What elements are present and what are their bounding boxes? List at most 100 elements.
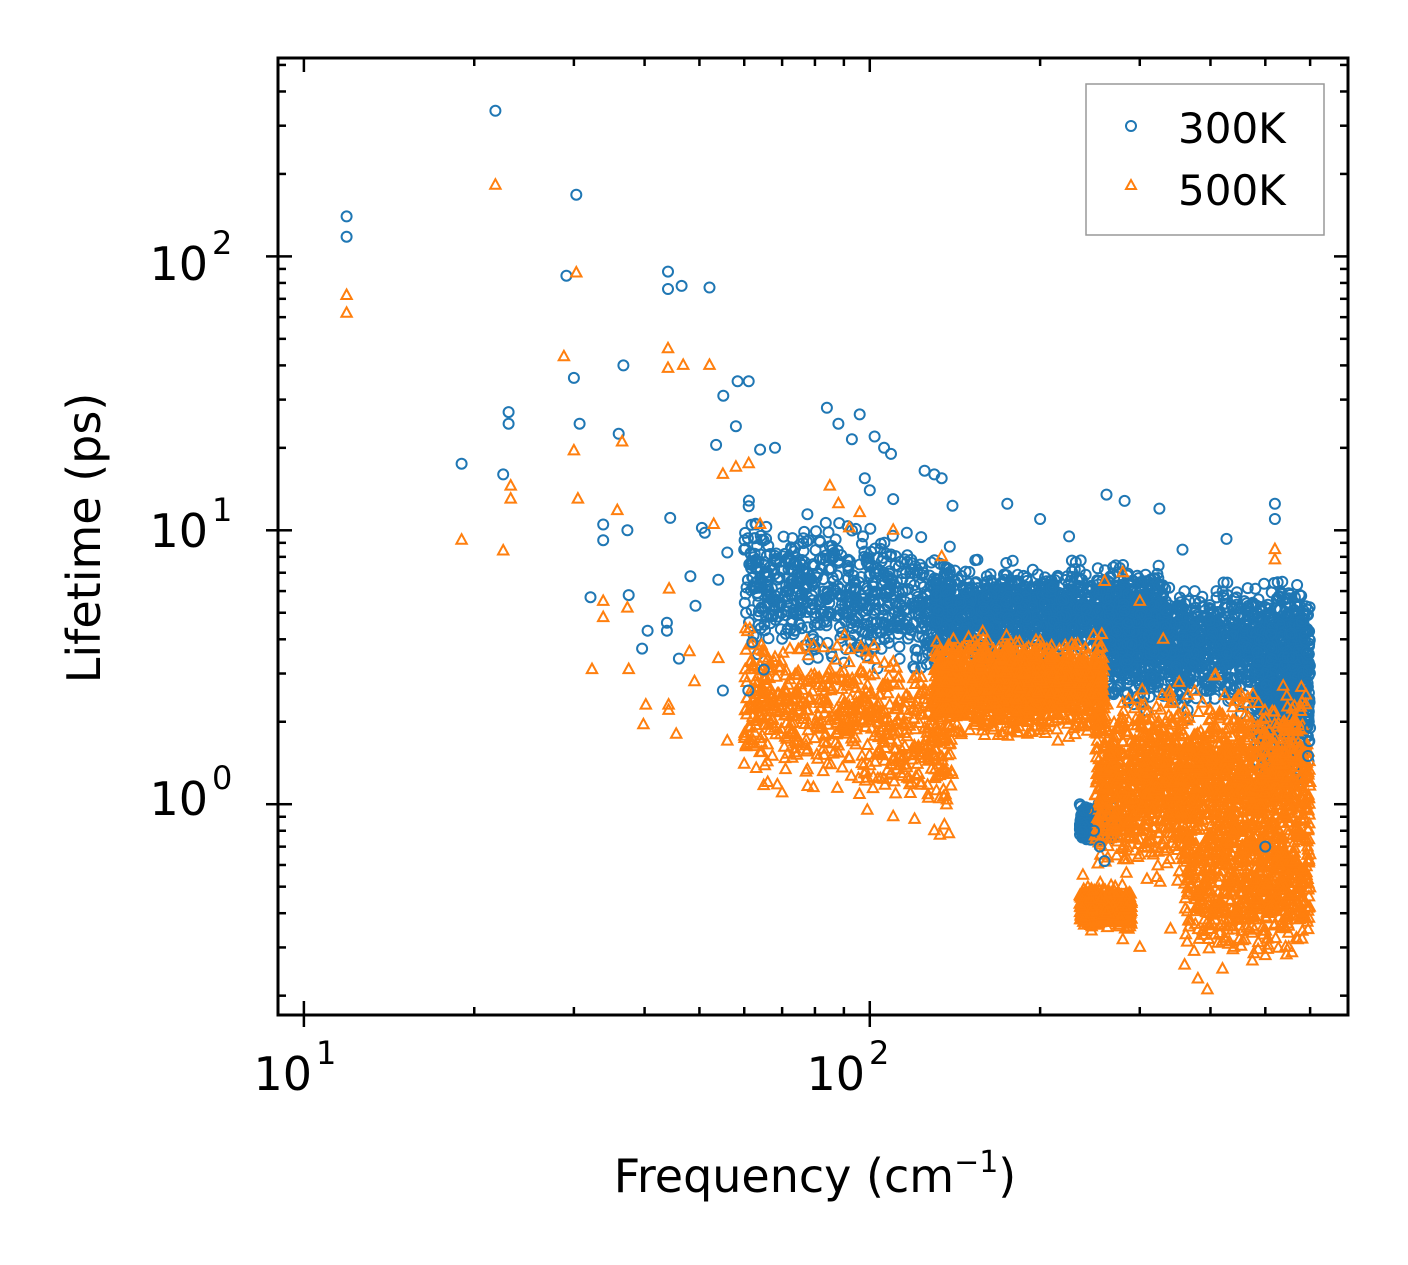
dense-point-300k — [894, 611, 907, 624]
dense-point-500k — [937, 816, 952, 830]
dense-point-300k — [748, 547, 761, 560]
dense-point-300k — [1006, 554, 1019, 567]
dense-point-500k — [830, 780, 845, 793]
dense-point-300k — [862, 628, 874, 641]
dense-point-300k — [801, 508, 814, 521]
dense-point-300k — [889, 581, 902, 594]
dense-point-300k — [828, 546, 841, 559]
dense-point-300k — [826, 544, 838, 557]
dense-point-300k — [809, 544, 822, 557]
dense-point-300k — [759, 566, 772, 578]
dense-point-300k — [775, 607, 788, 620]
dense-point-300k — [776, 632, 789, 645]
dense-point-300k — [794, 596, 807, 609]
dense-point-300k — [902, 632, 914, 645]
dense-point-300k — [855, 537, 868, 550]
dense-point-500k — [888, 785, 903, 799]
dense-point-300k — [788, 545, 800, 558]
dense-point-300k — [742, 494, 755, 507]
dense-point-300k — [914, 612, 927, 625]
dense-point-300k — [863, 569, 876, 582]
dense-point-300k — [834, 582, 847, 595]
dense-point-300k — [742, 500, 755, 513]
dense-point-300k — [1117, 559, 1129, 571]
dense-point-300k — [819, 516, 832, 529]
dense-point-300k — [769, 552, 782, 565]
dense-point-300k — [911, 644, 924, 657]
dense-point-cloud — [737, 494, 1317, 970]
dense-point-300k — [799, 562, 812, 575]
dense-point-300k — [904, 566, 917, 579]
dense-point-300k — [878, 536, 891, 549]
dense-point-300k — [899, 567, 912, 580]
dense-point-300k — [782, 563, 795, 576]
dense-point-500k — [830, 638, 845, 651]
dense-point-300k — [817, 614, 830, 627]
dense-point-300k — [882, 636, 895, 649]
dense-point-300k — [894, 555, 907, 568]
dense-point-300k — [823, 606, 836, 618]
dense-point-300k — [788, 565, 800, 577]
dense-point-300k — [890, 575, 903, 588]
dense-point-300k — [797, 537, 810, 550]
dense-point-300k — [864, 522, 877, 535]
dense-point-300k — [794, 588, 807, 601]
dense-point-500k — [800, 778, 815, 791]
dense-point-300k — [1188, 585, 1201, 598]
dense-point-300k — [856, 605, 869, 617]
dense-point-300k — [1091, 562, 1104, 575]
dense-point-300k — [783, 585, 796, 598]
dense-point-300k — [943, 540, 956, 553]
dense-point-500k — [841, 749, 856, 762]
dense-point-300k — [786, 578, 799, 591]
dense-point-300k — [824, 608, 837, 620]
dense-point-300k — [753, 579, 766, 592]
dense-point-300k — [797, 582, 810, 595]
dense-point-300k — [915, 531, 928, 544]
dense-point-300k — [911, 595, 924, 608]
dense-point-300k — [758, 618, 771, 631]
dense-point-300k — [798, 525, 811, 538]
dense-point-300k — [849, 591, 862, 604]
dense-point-300k — [765, 610, 777, 623]
dense-point-300k — [870, 626, 883, 639]
dense-point-300k — [855, 571, 868, 583]
dense-point-300k — [751, 539, 764, 552]
dense-point-300k — [846, 622, 859, 634]
dense-point-300k — [777, 530, 790, 543]
dense-point-300k — [834, 632, 847, 644]
dense-point-300k — [787, 628, 800, 641]
dense-point-500k — [860, 737, 875, 750]
dense-point-300k — [914, 558, 926, 571]
dense-point-300k — [925, 556, 938, 569]
dense-point-300k — [816, 605, 829, 618]
dense-point-300k — [797, 532, 810, 545]
dense-point-300k — [782, 605, 795, 618]
dense-point-300k — [772, 571, 785, 584]
dense-point-300k — [867, 596, 880, 609]
dense-point-300k — [798, 555, 811, 568]
dense-point-300k — [745, 604, 758, 617]
dense-point-300k — [867, 580, 880, 593]
dense-point-300k — [1291, 579, 1304, 591]
dense-point-300k — [1026, 563, 1039, 576]
dense-point-300k — [871, 551, 884, 564]
dense-point-300k — [1000, 557, 1013, 569]
dense-point-300k — [770, 547, 783, 560]
dense-point-300k — [826, 540, 838, 552]
dense-point-300k — [840, 606, 853, 619]
dense-point-500k — [852, 786, 867, 799]
dense-point-500k — [944, 777, 958, 791]
dense-point-300k — [836, 590, 849, 603]
dense-point-300k — [909, 584, 922, 597]
dense-point-300k — [813, 534, 826, 547]
dense-point-300k — [805, 576, 818, 589]
dense-point-300k — [883, 597, 896, 610]
dense-point-300k — [842, 572, 854, 585]
dense-point-300k — [829, 533, 842, 546]
dense-point-300k — [853, 558, 866, 571]
dense-point-300k — [886, 529, 899, 542]
dense-point-500k — [778, 761, 793, 775]
dense-point-300k — [875, 626, 888, 639]
